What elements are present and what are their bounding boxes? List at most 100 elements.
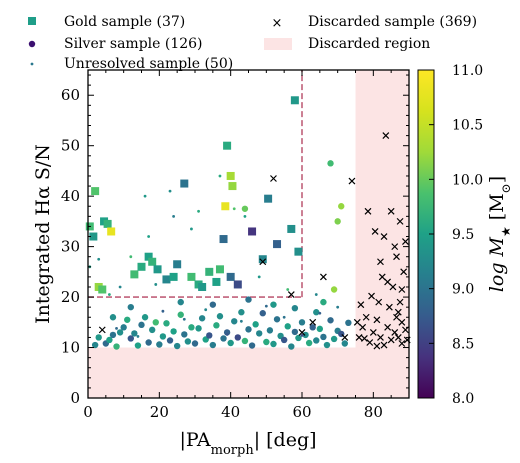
silver-point (252, 321, 259, 328)
unresolved-point (314, 293, 318, 296)
silver-point (302, 331, 309, 339)
unresolved-point (97, 257, 101, 261)
legend-region-swatch (264, 38, 292, 50)
unresolved-point (147, 235, 151, 238)
silver-point (248, 342, 256, 349)
discarded-point (373, 342, 381, 350)
unresolved-point (286, 288, 290, 291)
silver-point (113, 343, 120, 350)
axis-ticks: 0 20 40 60 80 0 10 20 30 40 50 60 (61, 70, 410, 421)
discarded-point (373, 316, 381, 324)
silver-point (170, 328, 177, 335)
unresolved-point (115, 326, 118, 330)
silver-point (305, 339, 313, 347)
discarded-point (366, 339, 374, 346)
colorbar-tick-label: 8.0 (452, 391, 474, 407)
silver-point (245, 296, 252, 303)
unresolved-point (225, 333, 229, 336)
legend-silver-marker (28, 40, 36, 48)
gold-point (228, 182, 237, 191)
y-tick-label: 50 (61, 137, 80, 155)
discarded-point (384, 278, 392, 286)
gold-point (205, 267, 214, 276)
silver-point (330, 335, 338, 343)
discarded-point (377, 334, 384, 341)
silver-point (127, 335, 134, 342)
unresolved-point (182, 317, 186, 321)
gold-point (219, 235, 228, 244)
silver-point (298, 319, 306, 326)
gold-point (98, 285, 107, 294)
legend-unresolved-label: Unresolved sample (50) (64, 56, 233, 72)
unresolved-point (154, 283, 158, 286)
gold-point (287, 224, 296, 233)
gold-point (162, 275, 171, 284)
silver-point (156, 341, 163, 348)
discarded-point (402, 326, 409, 334)
silver-point (270, 301, 277, 308)
y-tick-label: 40 (61, 187, 80, 205)
silver-point (256, 330, 263, 337)
unresolved-point (161, 309, 165, 313)
unresolved-point (172, 214, 176, 218)
gold-point (107, 227, 116, 236)
colorbar-tick-label: 9.0 (452, 282, 474, 298)
gold-point (294, 247, 303, 256)
discarded-point (362, 313, 370, 321)
colorbar-tick-label: 9.5 (452, 227, 474, 243)
silver-point (234, 334, 241, 341)
legend-discarded-marker: × (272, 16, 283, 31)
gold-point (273, 240, 282, 249)
silver-point (163, 320, 170, 327)
silver-point (209, 301, 217, 308)
discarded-point (357, 301, 365, 309)
silver-point (127, 303, 134, 311)
silver-point (91, 341, 99, 349)
unresolved-point (243, 214, 247, 218)
silver-point (334, 218, 341, 225)
unresolved-point (318, 311, 322, 315)
unresolved-point (136, 335, 140, 338)
discarded-point (394, 308, 402, 316)
legend-discarded-label: Discarded sample (369) (308, 14, 477, 30)
unresolved-point (190, 227, 193, 231)
gold-point (137, 262, 146, 271)
discarded-point (377, 258, 384, 266)
discarded-point (287, 291, 295, 298)
gold-point (215, 265, 224, 274)
gold-point (103, 219, 112, 228)
unresolved-point (197, 209, 200, 213)
discarded-point (371, 228, 379, 235)
unresolved-point (257, 275, 261, 279)
silver-point (116, 329, 124, 336)
discarded-point (380, 341, 388, 349)
unresolved-point (336, 305, 340, 309)
silver-point (209, 341, 217, 349)
silver-point (109, 331, 117, 339)
gold-point (233, 280, 242, 289)
gold-point (223, 141, 232, 150)
gold-point (153, 265, 162, 274)
y-axis-title: Integrated Hα S/N (32, 144, 54, 324)
unresolved-point (204, 308, 208, 312)
silver-point (188, 324, 195, 331)
discarded-point (259, 258, 267, 266)
x-tick-label: 80 (364, 403, 383, 421)
silver-point (291, 328, 299, 336)
silver-point (195, 325, 202, 332)
unresolved-point (143, 194, 147, 198)
unresolved-point (168, 189, 172, 193)
silver-point (345, 319, 352, 327)
unresolved-point (108, 293, 111, 296)
gold-point (173, 260, 182, 269)
legend-gold-label: Gold sample (37) (64, 14, 185, 30)
silver-point (320, 333, 327, 341)
silver-point (131, 330, 138, 337)
silver-point (223, 329, 231, 336)
silver-point (152, 319, 159, 326)
discarded-point (391, 243, 399, 251)
x-tick-label: 60 (292, 403, 311, 421)
silver-point (191, 340, 199, 347)
unresolved-point (282, 315, 286, 319)
